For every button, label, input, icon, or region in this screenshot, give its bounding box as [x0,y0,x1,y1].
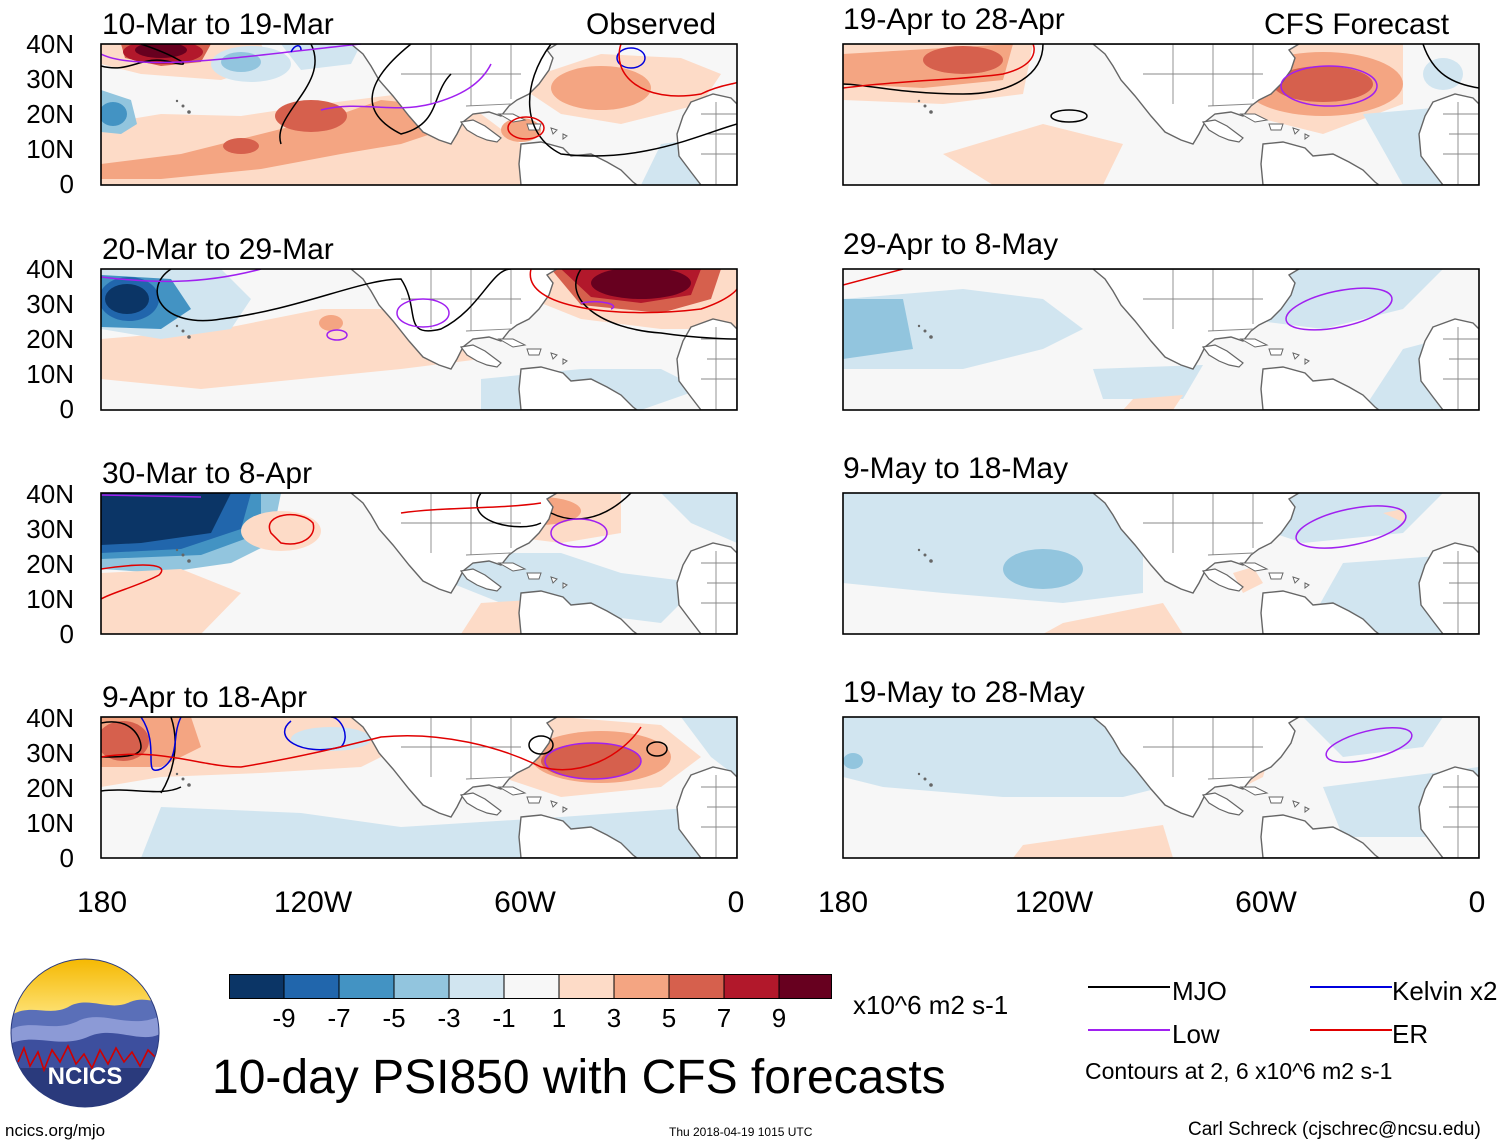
observed-label: Observed [586,8,717,41]
colorbar-tick: -5 [382,1003,406,1033]
map-panels [100,43,1480,859]
lon-label: 180 [76,886,128,919]
map-panel-obs-2 [100,268,738,411]
legend-label-kelvin: Kelvin x2 [1392,976,1498,1006]
lat-label: 40N [26,29,74,59]
timestamp: Thu 2018-04-19 1015 UTC [669,1125,813,1139]
colorbar-bin [779,974,832,999]
forecast-label: CFS Forecast [1264,8,1450,41]
legend-line-er [1310,1029,1392,1031]
map-panel-obs-4 [100,716,738,859]
panel-title-fcst-3: 9-May to 18-May [843,452,1069,485]
lon-label: 120W [273,886,353,919]
lat-label: 10N [26,808,74,838]
lat-label: 0 [59,843,74,873]
panel-title-fcst-1: 19-Apr to 28-Apr [843,3,1065,36]
legend-label-er: ER [1392,1019,1429,1049]
map-panel-fcst-4 [842,716,1480,859]
website-link[interactable]: ncics.org/mjo [5,1121,106,1140]
colorbar-bin [669,974,724,999]
ncics-logo: NCICS [10,958,160,1108]
colorbar-bin [284,974,339,999]
panel-title-fcst-2: 29-Apr to 8-May [843,228,1059,261]
colorbar-tick: 1 [551,1003,567,1033]
lat-label: 20N [26,99,74,129]
colorbar-tick: 5 [661,1003,677,1033]
colorbar-bin [394,974,449,999]
author-credit: Carl Schreck (cjschrec@ncsu.edu) [1188,1119,1481,1140]
lat-label: 10N [26,134,74,164]
colorbar-tick: 7 [716,1003,732,1033]
map-panel-fcst-2 [842,268,1480,411]
lat-label: 20N [26,324,74,354]
legend-line-low [1088,1029,1170,1031]
lat-label: 30N [26,64,74,94]
lat-label: 40N [26,479,74,509]
map-panel-fcst-3 [842,492,1480,635]
panel-title-obs-3: 30-Mar to 8-Apr [102,457,313,490]
colorbar-bin [449,974,504,999]
contour-note: Contours at 2, 6 x10^6 m2 s-1 [1085,1058,1393,1084]
lat-label: 0 [59,169,74,199]
lat-label: 30N [26,289,74,319]
colorbar-tick: -9 [272,1003,296,1033]
colorbar-bin [724,974,779,999]
colorbar-tick: 3 [606,1003,622,1033]
lon-label: 180 [817,886,869,919]
lat-label: 0 [59,619,74,649]
panel-title-obs-1: 10-Mar to 19-Mar [102,8,334,41]
panel-title-obs-2: 20-Mar to 29-Mar [102,233,334,266]
legend-label-low: Low [1172,1019,1220,1049]
colorbar [229,974,832,999]
colorbar-bin [559,974,614,999]
colorbar-bin [614,974,669,999]
map-panel-fcst-1 [842,43,1480,186]
map-panel-obs-3 [100,492,738,635]
legend-line-mjo [1088,986,1170,988]
legend-label-mjo: MJO [1172,976,1227,1006]
lon-label: 0 [1468,886,1486,919]
colorbar-units: x10^6 m2 s-1 [853,990,1009,1020]
main-title: 10-day PSI850 with CFS forecasts [212,1051,946,1104]
panel-title-obs-4: 9-Apr to 18-Apr [102,681,308,714]
lat-label: 40N [26,254,74,284]
lon-label: 60W [1235,886,1297,919]
lat-label: 40N [26,703,74,733]
lat-label: 10N [26,584,74,614]
colorbar-bin [229,974,284,999]
colorbar-tick: -1 [492,1003,516,1033]
lat-label: 20N [26,549,74,579]
colorbar-bin [339,974,394,999]
lat-label: 20N [26,773,74,803]
lon-label: 60W [494,886,556,919]
lon-label: 120W [1014,886,1094,919]
colorbar-tick: -7 [327,1003,351,1033]
colorbar-bin [504,974,559,999]
map-panel-obs-1 [100,43,738,186]
legend-line-kelvin [1310,986,1392,988]
lat-label: 30N [26,514,74,544]
lon-label: 0 [727,886,745,919]
logo-text: NCICS [48,1063,123,1090]
colorbar-tick: 9 [771,1003,787,1033]
lat-label: 30N [26,738,74,768]
lat-label: 0 [59,394,74,424]
colorbar-tick: -3 [437,1003,461,1033]
lat-label: 10N [26,359,74,389]
panel-title-fcst-4: 19-May to 28-May [843,676,1085,709]
